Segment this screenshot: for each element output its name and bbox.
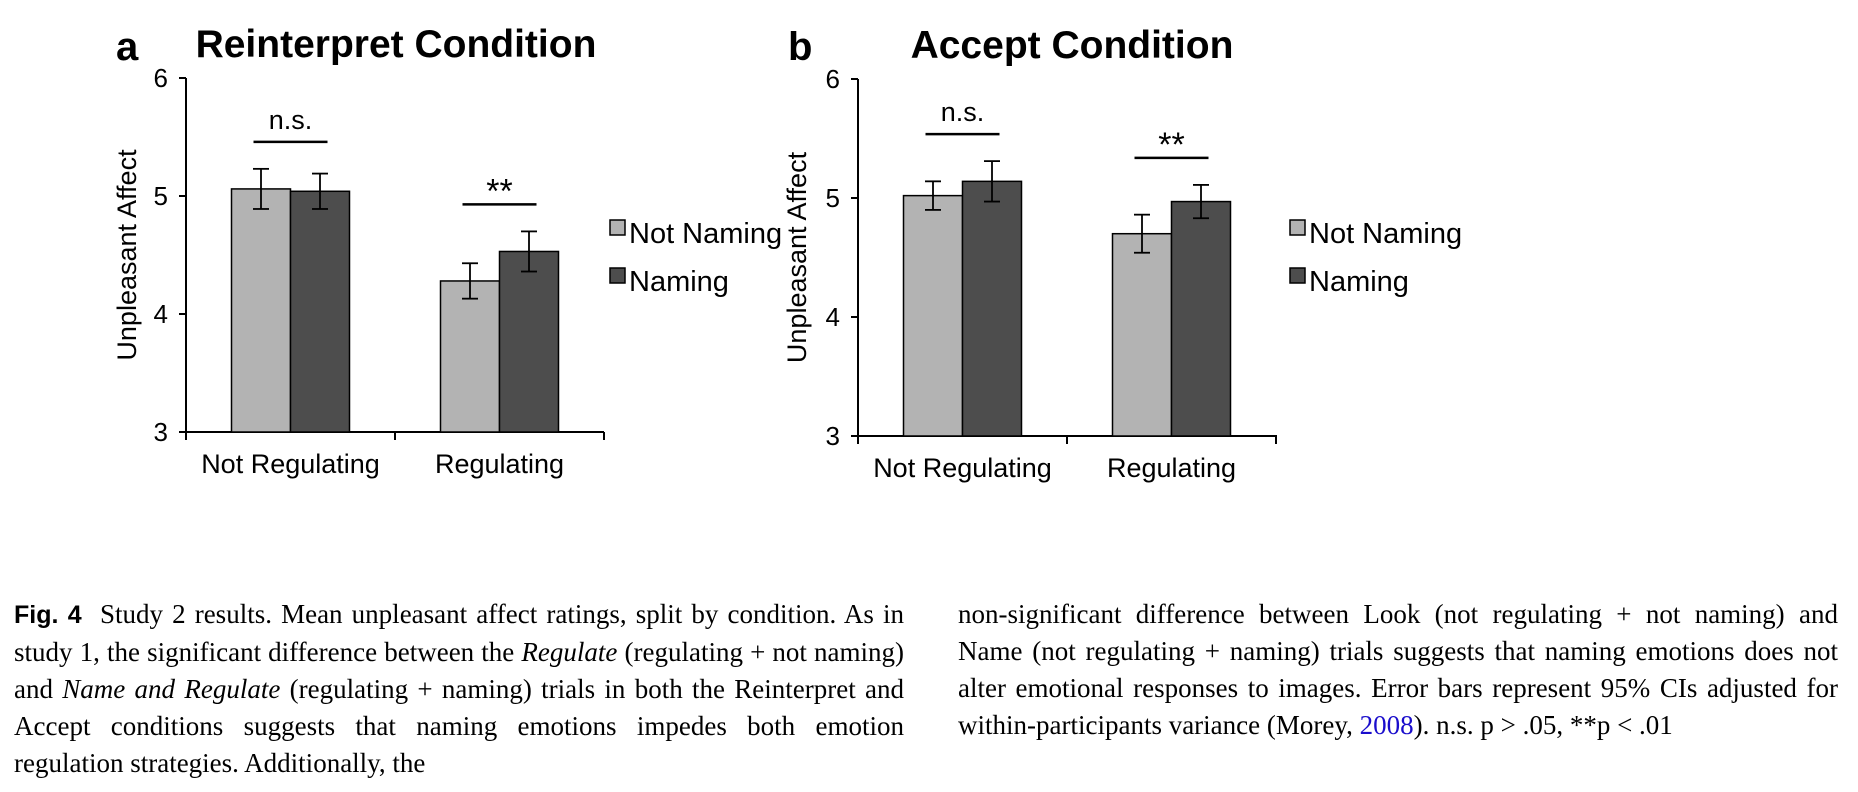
figure-caption-right: non-significant difference between Look … — [958, 596, 1838, 744]
x-category-label: Regulating — [1107, 453, 1236, 483]
y-tick-label: 4 — [154, 299, 168, 329]
bar — [289, 190, 351, 433]
bar — [498, 250, 560, 433]
caption-text: (regulating + naming) trials in both the… — [14, 674, 904, 778]
y-tick-label: 4 — [826, 302, 840, 332]
caption-term: Name and Regulate — [62, 674, 281, 704]
bar — [439, 280, 501, 433]
legend-swatch — [609, 219, 626, 236]
x-category-label: Not Regulating — [201, 449, 380, 479]
bar — [1111, 232, 1173, 437]
caption-text: Study 2 results. Mean unpleasant affect … — [14, 599, 904, 667]
y-tick-label: 5 — [154, 181, 168, 211]
significance-label: n.s. — [941, 97, 985, 127]
figure-caption-left: Fig. 4 Study 2 results. Mean unpleasant … — [14, 596, 904, 782]
significance-label: ** — [486, 172, 512, 210]
y-axis-label: Unpleasant Affect — [782, 151, 812, 363]
legend-label: Naming — [1309, 266, 1409, 298]
bar — [902, 194, 964, 437]
legend-label: Naming — [629, 266, 729, 298]
x-category-label: Not Regulating — [873, 453, 1052, 483]
y-tick-label: 5 — [826, 183, 840, 213]
caption-text: (regulating + not naming) and — [14, 637, 905, 704]
bar — [230, 188, 292, 433]
y-tick-label: 3 — [826, 421, 840, 451]
legend-swatch — [1289, 267, 1306, 284]
legend-swatch — [1289, 219, 1306, 236]
chart-title: Reinterpret Condition — [196, 23, 597, 66]
y-tick-label: 6 — [154, 63, 168, 93]
panel-label: b — [788, 25, 812, 69]
figure-label: Fig. 4 — [14, 601, 82, 629]
legend-label: Not Naming — [629, 218, 782, 250]
x-category-label: Regulating — [435, 449, 564, 479]
legend-label: Not Naming — [1309, 218, 1462, 250]
y-tick-label: 6 — [826, 64, 840, 94]
figure-4: a Reinterpret Condition 3 4 5 6 Unpleasant Aff… — [112, 23, 1462, 483]
chart-panel-b: b Accept Condition 3 4 5 6 Unpleasant Affect No… — [782, 24, 1462, 483]
y-tick-label: 3 — [154, 417, 168, 447]
bar — [1170, 200, 1232, 437]
chart-title: Accept Condition — [911, 24, 1234, 67]
y-axis-label: Unpleasant Affect — [112, 149, 142, 361]
significance-label: ** — [1158, 126, 1184, 164]
significance-label: n.s. — [269, 105, 313, 135]
bar — [961, 180, 1023, 437]
panel-label: a — [116, 25, 139, 69]
legend-swatch — [609, 267, 626, 284]
caption-term: Regulate — [521, 637, 618, 667]
caption-text: ). n.s. p > .05, **p < .01 — [1413, 710, 1673, 740]
caption-text: non-significant difference between Look … — [958, 599, 1838, 740]
chart-panel-a: a Reinterpret Condition 3 4 5 6 Unpleasant Aff… — [112, 23, 782, 479]
reference-link[interactable]: 2008 — [1359, 710, 1414, 740]
